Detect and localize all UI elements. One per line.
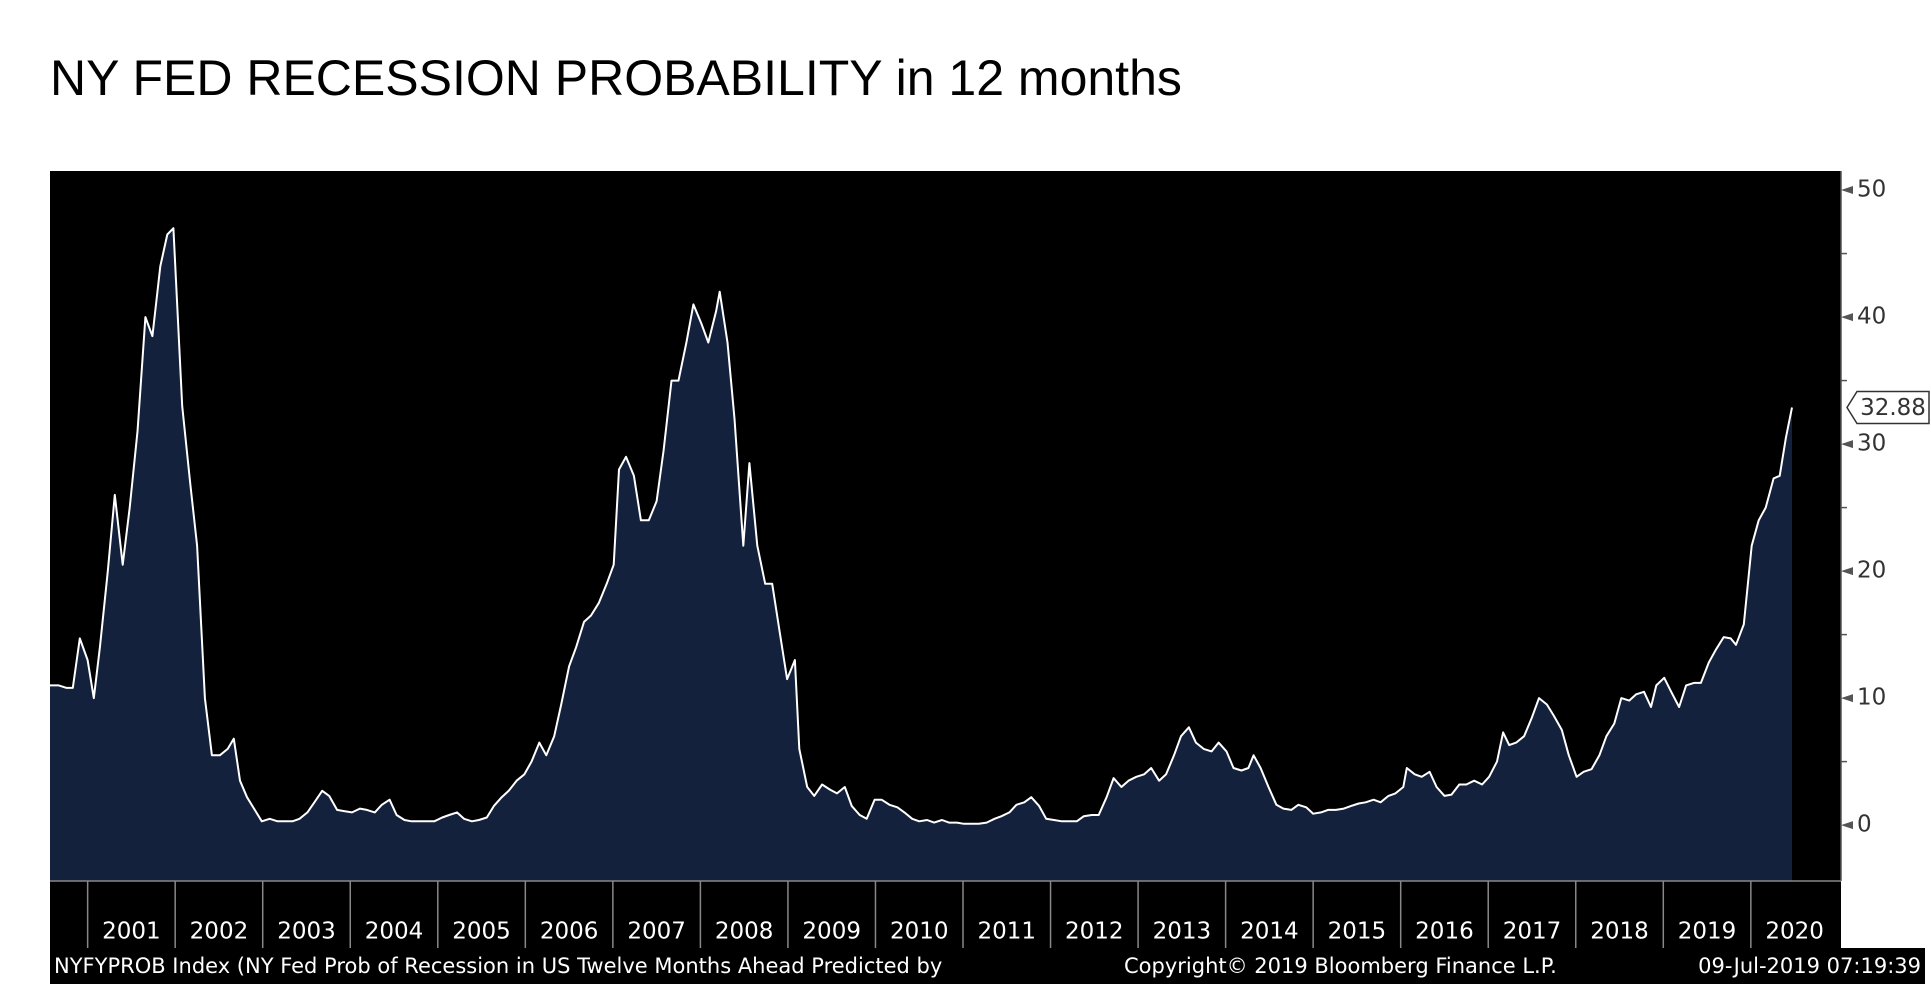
y-tick-label: 40 xyxy=(1857,304,1886,330)
x-tick-label: 2005 xyxy=(452,919,511,945)
x-tick-label: 2019 xyxy=(1678,919,1737,945)
y-tick xyxy=(1841,440,1853,449)
x-tick-label: 2001 xyxy=(102,919,161,945)
x-tick-label: 2009 xyxy=(802,919,861,945)
y-tick xyxy=(1841,186,1853,195)
y-tick-label: 30 xyxy=(1857,431,1886,457)
x-tick-label: 2017 xyxy=(1503,919,1562,945)
last-value-box xyxy=(1846,390,1930,425)
area-fill xyxy=(50,228,1792,881)
y-tick-label: 50 xyxy=(1857,177,1886,203)
x-tick-label: 2003 xyxy=(277,919,336,945)
footer-center: Copyright© 2019 Bloomberg Finance L.P. xyxy=(1124,954,1557,978)
footer-band xyxy=(50,948,1925,984)
footer-left: NYFYPROB Index (NY Fed Prob of Recession… xyxy=(54,954,942,978)
y-tick-label: 10 xyxy=(1857,685,1886,711)
y-tick-label: 20 xyxy=(1857,558,1886,584)
x-tick-label: 2012 xyxy=(1065,919,1124,945)
last-value-label: 32.88 xyxy=(1860,395,1926,421)
x-tick-label: 2007 xyxy=(627,919,686,945)
y-tick-label: 0 xyxy=(1857,812,1872,838)
x-tick-label: 2014 xyxy=(1240,919,1299,945)
chart-title: NY FED RECESSION PROBABILITY in 12 month… xyxy=(50,50,1182,106)
x-tick-label: 2013 xyxy=(1153,919,1212,945)
x-tick-label: 2002 xyxy=(190,919,249,945)
x-tick-label: 2010 xyxy=(890,919,949,945)
footer-right: 09-Jul-2019 07:19:39 xyxy=(1698,954,1921,978)
x-tick-label: 2015 xyxy=(1328,919,1387,945)
x-tick-label: 2016 xyxy=(1415,919,1474,945)
x-tick-label: 2020 xyxy=(1765,919,1824,945)
y-tick xyxy=(1841,821,1853,830)
x-tick-label: 2011 xyxy=(978,919,1037,945)
x-tick-label: 2008 xyxy=(715,919,774,945)
y-tick xyxy=(1841,694,1853,703)
x-tick-label: 2018 xyxy=(1590,919,1649,945)
x-tick-label: 2006 xyxy=(540,919,599,945)
y-tick xyxy=(1841,313,1853,322)
series-line xyxy=(50,227,1793,825)
x-tick-label: 2004 xyxy=(365,919,424,945)
y-tick xyxy=(1841,567,1853,576)
